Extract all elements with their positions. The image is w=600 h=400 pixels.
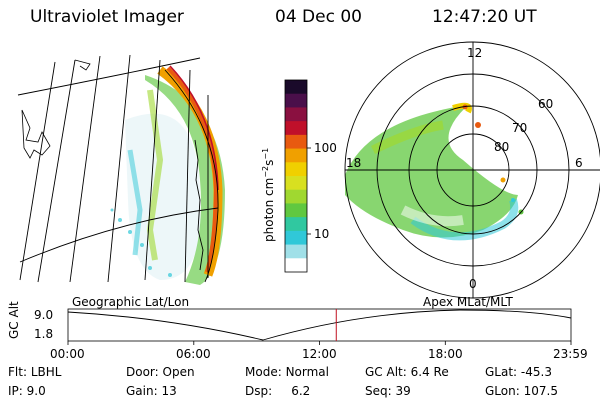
info-gain: Gain: 13 xyxy=(126,384,177,398)
timeline-xtick-0000: 00:00 xyxy=(50,347,85,361)
geo-grid xyxy=(17,54,219,283)
coastline xyxy=(21,109,51,159)
aurora-band-core xyxy=(166,66,219,273)
colorbar-segment xyxy=(285,148,307,163)
colorbar-tick-100: 100 xyxy=(314,141,337,155)
info-gcalt: GC Alt: 6.4 Re xyxy=(365,365,449,379)
lat-label-60: 60 xyxy=(538,97,554,111)
mlt-label-12: 12 xyxy=(467,46,483,60)
lat-label-80: 80 xyxy=(494,140,510,154)
timeline-ytick-bottom: 1.8 xyxy=(34,327,54,341)
colorbar-unit-label: photon cm−2s−1 xyxy=(261,147,276,242)
info-seq: Seq: 39 xyxy=(365,384,411,398)
colorbar-segment xyxy=(285,230,307,246)
timeline-xtick-1200: 12:00 xyxy=(302,347,337,361)
timeline-ytick-top: 9.0 xyxy=(34,308,54,322)
geo-caption: Geographic Lat/Lon xyxy=(72,295,190,309)
colorbar-segment xyxy=(285,107,307,122)
color-bar xyxy=(285,80,307,273)
timeline-xtick-0600: 06:00 xyxy=(176,347,211,361)
altitude-timeline xyxy=(67,308,572,345)
info-glon: GLon: 107.5 xyxy=(485,384,558,398)
altitude-curve xyxy=(67,309,572,341)
colorbar-segment xyxy=(285,121,307,136)
mlt-label-18: 18 xyxy=(346,156,362,170)
timeline-ylabel: GC Alt xyxy=(7,301,21,339)
timeline-xtick-2359: 23:59 xyxy=(553,347,588,361)
colorbar-segment xyxy=(285,176,307,191)
lat-label-70: 70 xyxy=(512,121,528,135)
time-label: 12:47:20 UT xyxy=(432,7,537,27)
mlt-label-6: 6 xyxy=(575,156,583,170)
colorbar-segment xyxy=(285,189,307,204)
colorbar-segment xyxy=(285,217,307,232)
info-mode: Mode: Normal xyxy=(245,365,329,379)
info-dsp: Dsp: 6.2 xyxy=(245,384,311,398)
colorbar-segment xyxy=(285,93,307,108)
info-flt: Flt: LBHL xyxy=(8,365,62,379)
colorbar-segment xyxy=(285,134,307,150)
geographic-map xyxy=(17,54,225,285)
polar-caption: Apex MLat/MLT xyxy=(423,295,513,309)
colorbar-tick-10: 10 xyxy=(314,227,330,241)
info-glat: GLat: -45.3 xyxy=(485,365,552,379)
polar-plot xyxy=(344,41,600,299)
colorbar-segment xyxy=(285,162,307,177)
info-door: Door: Open xyxy=(126,365,195,379)
colorbar-segment xyxy=(285,203,307,218)
colorbar-segment xyxy=(285,258,307,273)
mlt-label-0: 0 xyxy=(469,277,477,291)
aurora-haze xyxy=(125,113,201,280)
info-ip: IP: 9.0 xyxy=(8,384,46,398)
polar-grid xyxy=(344,41,600,299)
colorbar-segment xyxy=(285,244,307,259)
colorbar-segment xyxy=(285,80,307,95)
date-label: 04 Dec 00 xyxy=(275,7,362,27)
instrument-title: Ultraviolet Imager xyxy=(30,7,184,27)
timeline-xtick-1800: 18:00 xyxy=(428,347,463,361)
